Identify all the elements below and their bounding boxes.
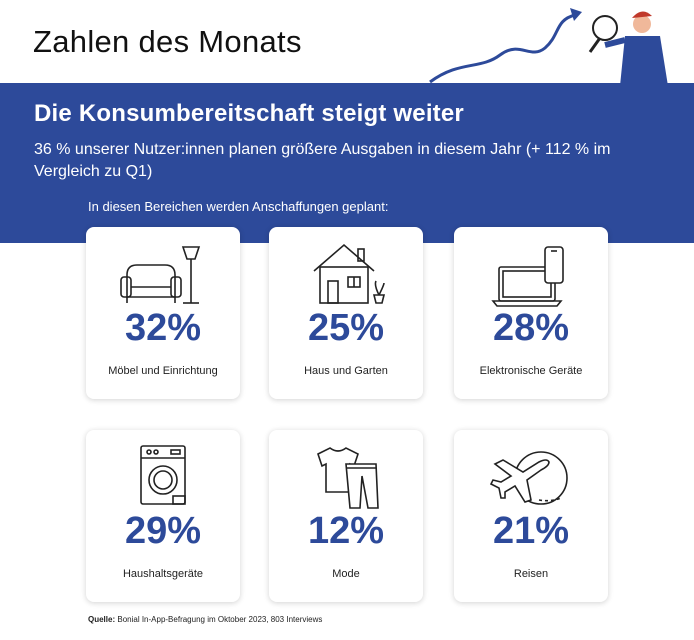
source-note: Quelle: Bonial In-App-Befragung im Oktob… — [88, 615, 322, 624]
washing-machine-icon — [113, 438, 213, 514]
stat-percent: 21% — [492, 510, 570, 552]
stat-card-haus: 25% Haus und Garten — [269, 227, 423, 399]
cards-intro: In diesen Bereichen werden Anschaffungen… — [88, 199, 389, 214]
stat-percent: 25% — [307, 307, 385, 349]
stat-card-moebel: 32% Möbel und Einrichtung — [86, 227, 240, 399]
page-title: Zahlen des Monats — [33, 24, 302, 59]
stat-percent: 12% — [307, 510, 385, 552]
house-plant-icon — [296, 235, 396, 311]
shirt-trousers-icon — [296, 438, 396, 514]
headline: Die Konsumbereitschaft steigt weiter — [34, 100, 464, 127]
stat-label: Mode — [332, 568, 360, 580]
source-label: Quelle: — [88, 615, 116, 624]
stat-label: Haushaltsgeräte — [122, 568, 204, 580]
stat-card-mode: 12% Mode — [269, 430, 423, 602]
stat-card-haushalt: 29% Haushaltsgeräte — [86, 430, 240, 602]
stat-percent: 29% — [124, 510, 202, 552]
stat-card-elektronik: 28% Elektronische Geräte — [454, 227, 608, 399]
growth-illustration — [420, 0, 694, 86]
stat-label: Elektronische Geräte — [479, 365, 583, 377]
stat-card-reisen: 21% Reisen — [454, 430, 608, 602]
stat-label: Haus und Garten — [304, 365, 388, 377]
stat-percent: 28% — [492, 307, 570, 349]
airplane-globe-icon — [481, 438, 581, 514]
rising-arrow-icon — [429, 13, 576, 84]
subheadline: 36 % unserer Nutzer:innen planen größere… — [34, 141, 611, 180]
headline-band — [0, 83, 694, 243]
laptop-phone-icon — [481, 235, 581, 311]
source-text: Bonial In-App-Befragung im Oktober 2023,… — [117, 615, 323, 624]
stat-percent: 32% — [124, 307, 202, 349]
stat-label: Reisen — [513, 568, 549, 580]
stat-label: Möbel und Einrichtung — [108, 365, 218, 377]
armchair-lamp-icon — [113, 235, 213, 311]
